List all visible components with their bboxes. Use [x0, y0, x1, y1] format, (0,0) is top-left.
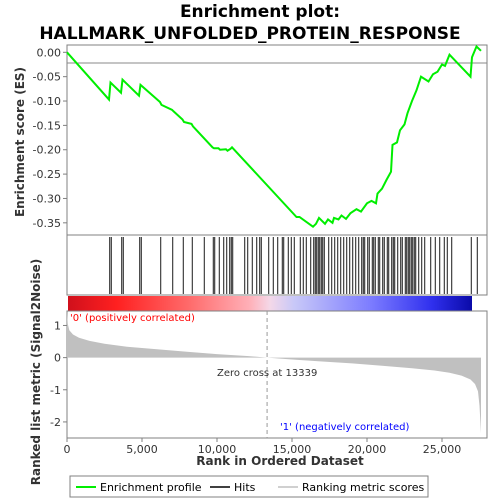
es-profile-line — [66, 44, 482, 228]
es-y-tick-label: -0.25 — [33, 168, 61, 181]
es-y-axis-ticks: 0.00 -0.05 -0.10 -0.15 -0.20 -0.25 -0.30 -0.35 — [33, 46, 67, 230]
legend-hits-label: Hits — [234, 481, 256, 494]
legend-metric-label: Ranking metric scores — [302, 481, 424, 494]
metric-x-axis-label: Rank in Ordered Dataset — [196, 454, 364, 468]
metric-panel-frame — [66, 310, 488, 439]
rank-color-bar — [68, 296, 472, 311]
metric-x-tick-label: 25,000 — [423, 443, 462, 456]
es-y-tick-label: -0.05 — [33, 71, 61, 84]
title-line-2: HALLMARK_UNFOLDED_PROTEIN_RESPONSE — [39, 24, 460, 44]
metric-x-tick-label: 20,000 — [348, 443, 387, 456]
legend: Enrichment profile Hits Ranking metric s… — [69, 475, 429, 498]
metric-panel: 1 0 -1 -2 0 5,000 10,000 15,000 20,000 25,000 '0… — [29, 259, 488, 486]
es-y-axis-label: Enrichment score (ES) — [13, 67, 27, 217]
neg-correlated-label: '1' (negatively correlated) — [280, 422, 409, 433]
zero-cross-label: Zero cross at 13339 — [217, 368, 317, 379]
metric-y-tick-label: -1 — [50, 384, 61, 397]
hits-panel-frame — [66, 234, 488, 296]
title-line-1: Enrichment plot: — [180, 2, 340, 22]
legend-frame — [69, 475, 429, 498]
metric-x-axis-ticks: 0 5,000 10,000 15,000 20,000 25,000 — [64, 438, 462, 456]
metric-y-tick-label: 0 — [54, 352, 61, 365]
pos-correlated-label: '0' (positively correlated) — [70, 313, 195, 324]
metric-y-axis-ticks: 1 0 -1 -2 — [50, 319, 67, 429]
es-panel: 0.00-0.05-0.10-0.15-0.20-0.25-0.30-0.35 … — [13, 44, 488, 236]
metric-y-axis-label: Ranked list metric (Signal2Noise) — [29, 259, 43, 486]
es-y-tick-label: -0.35 — [33, 217, 61, 230]
es-y-tick-label: -0.15 — [33, 119, 61, 132]
metric-x-tick-label: 5,000 — [126, 443, 158, 456]
es-panel-frame — [66, 44, 488, 236]
es-y-tick-label: -0.20 — [33, 144, 61, 157]
es-y-tick-label: -0.10 — [33, 95, 61, 108]
hits-panel — [66, 234, 488, 296]
metric-x-tick-label: 10,000 — [198, 443, 237, 456]
legend-es-label: Enrichment profile — [100, 481, 202, 494]
metric-x-tick-label: 0 — [64, 443, 71, 456]
es-y-tick-label: 0.00 — [37, 46, 62, 59]
metric-y-tick-label: 1 — [54, 319, 61, 332]
metric-y-tick-label: -2 — [50, 416, 61, 429]
es-y-tick-label: -0.30 — [33, 192, 61, 205]
hits-marks — [109, 237, 478, 294]
metric-x-tick-label: 15,000 — [273, 443, 312, 456]
